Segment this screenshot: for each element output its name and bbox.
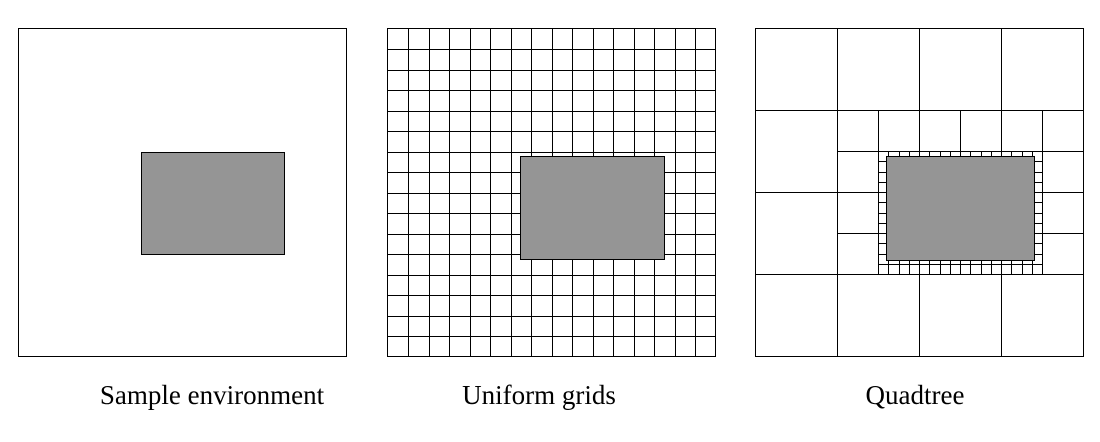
caption-uniform-grids: Uniform grids	[462, 380, 616, 410]
obstacle-rect	[886, 156, 1035, 261]
caption-quadtree: Quadtree	[865, 380, 965, 410]
obstacle-rect	[520, 156, 665, 260]
quadtree-panel	[755, 28, 1084, 357]
uniform-grids-panel	[387, 28, 716, 357]
obstacle-rect	[141, 152, 285, 255]
sample-environment-panel	[18, 28, 347, 357]
caption-sample-environment: Sample environment	[99, 380, 325, 410]
